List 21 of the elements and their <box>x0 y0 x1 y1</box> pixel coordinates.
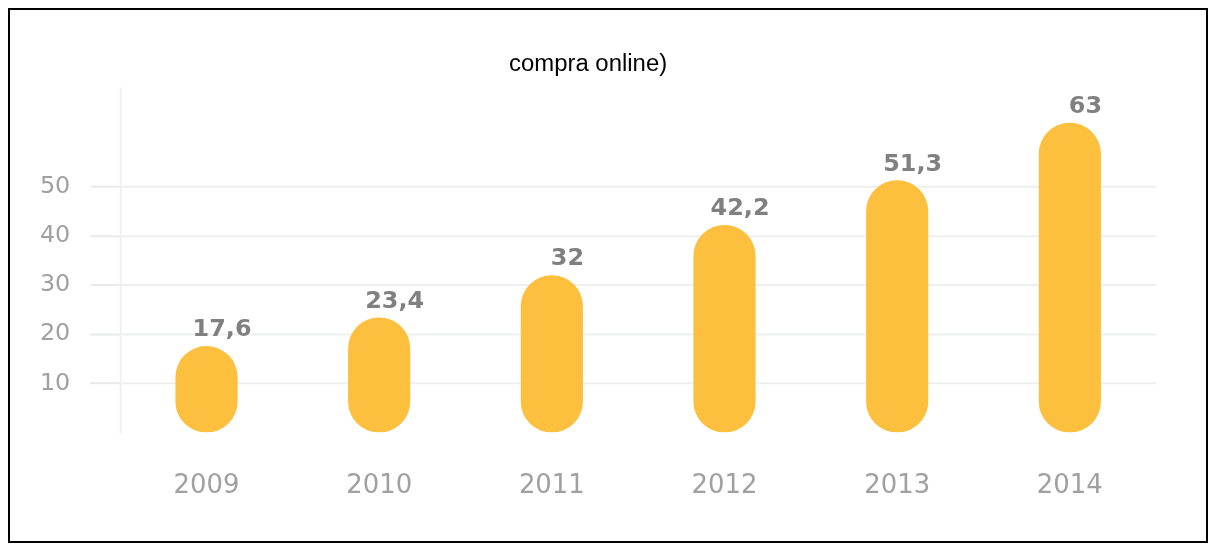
bar <box>1038 122 1101 433</box>
x-tick-label: 2013 <box>864 468 931 499</box>
data-label: 63 <box>1068 91 1103 119</box>
bar <box>866 180 929 433</box>
x-tick-label: 2014 <box>1036 468 1103 499</box>
x-tick-label: 2011 <box>518 468 585 499</box>
data-label: 32 <box>550 243 585 272</box>
data-label: 23,4 <box>365 285 425 314</box>
x-tick-label: 2009 <box>173 468 240 499</box>
y-tick-label: 50 <box>39 170 71 199</box>
y-tick-label: 10 <box>39 367 71 396</box>
y-tick-label: 30 <box>39 269 71 298</box>
data-label: 42,2 <box>710 193 770 222</box>
x-tick-label: 2010 <box>346 468 413 499</box>
chart-title: compra online) <box>509 48 668 76</box>
x-tick-label: 2012 <box>691 468 758 499</box>
data-label: 51,3 <box>883 148 943 177</box>
bar <box>693 224 756 433</box>
y-tick-label: 20 <box>39 318 71 347</box>
y-tick-label: 40 <box>39 220 71 248</box>
data-label: 17,6 <box>192 314 252 343</box>
